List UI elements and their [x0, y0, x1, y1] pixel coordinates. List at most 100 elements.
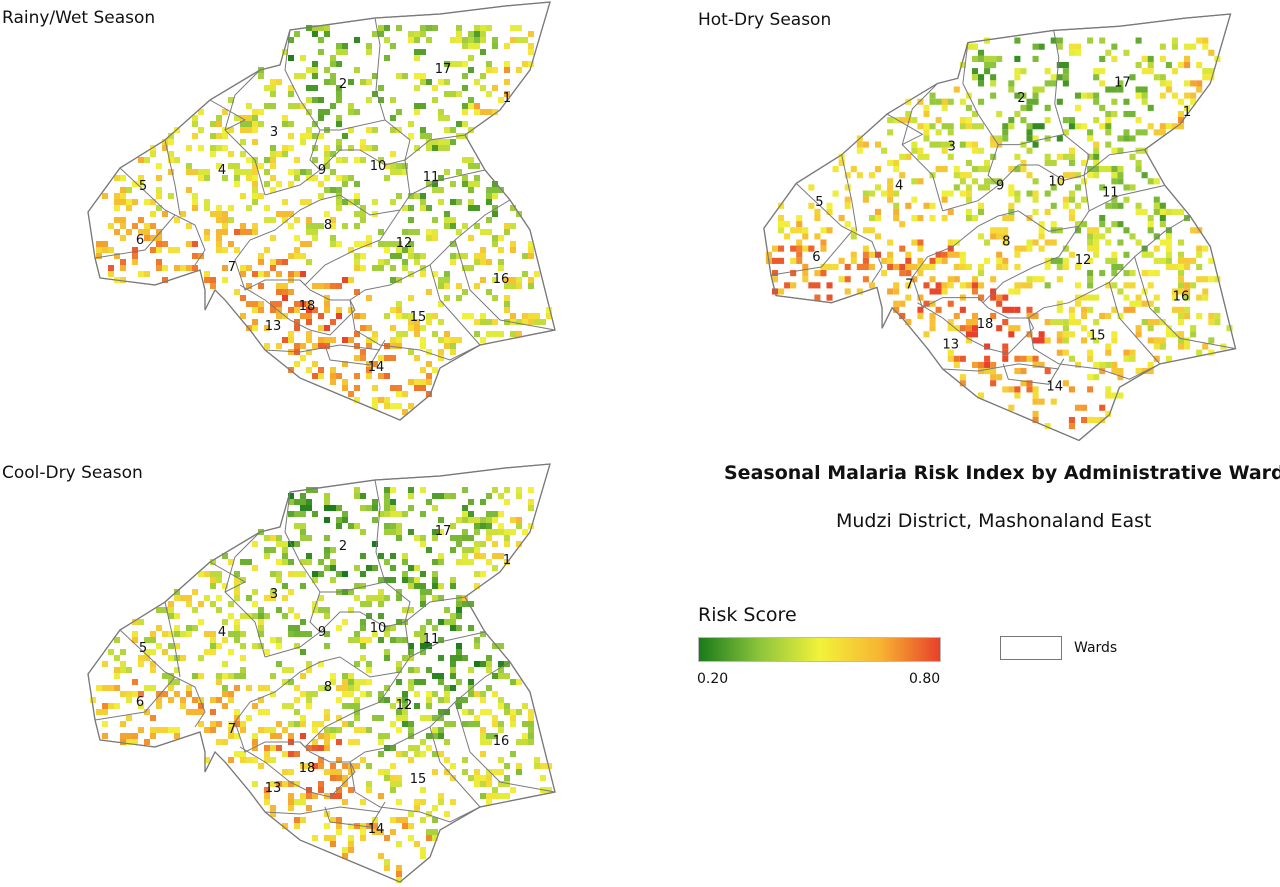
- risk-cell-ward-2: [342, 517, 348, 523]
- risk-cell-ward-11: [1099, 166, 1112, 173]
- risk-cell-ward-2: [306, 553, 312, 559]
- risk-cell-ward-15: [1105, 386, 1112, 393]
- risk-cell-ward-10: [1050, 221, 1057, 228]
- risk-cell-ward-2: [354, 109, 360, 115]
- risk-cell-ward-7: [270, 265, 276, 271]
- risk-cell-ward-2: [372, 517, 378, 523]
- risk-cell-ward-11: [474, 643, 480, 649]
- risk-cell-ward-9: [971, 178, 978, 185]
- risk-cell-ward-2: [324, 25, 330, 31]
- risk-cell-ward-16: [510, 679, 516, 685]
- risk-cell-ward-11: [498, 661, 504, 667]
- risk-cell-ward-16: [462, 709, 468, 715]
- risk-cell-ward-14: [414, 385, 420, 391]
- ward-boundary: [454, 239, 556, 331]
- risk-cell-ward-18: [276, 283, 288, 289]
- risk-cell-ward-18: [282, 295, 288, 301]
- risk-cell-ward-14: [1099, 404, 1106, 411]
- risk-cell-ward-4: [180, 631, 186, 637]
- ward-boundary: [344, 761, 356, 783]
- risk-cell-ward-1: [498, 511, 504, 517]
- risk-cell-ward-16: [1208, 276, 1215, 283]
- risk-cell-ward-9: [348, 145, 354, 151]
- risk-cell-ward-8: [1014, 263, 1021, 271]
- risk-cell-ward-17: [438, 553, 444, 559]
- risk-cell-ward-3: [252, 601, 258, 607]
- risk-cell-ward-3: [905, 110, 912, 118]
- risk-cell-ward-11: [426, 181, 432, 187]
- risk-cell-ward-12: [1111, 263, 1124, 271]
- risk-cell-ward-9: [324, 175, 330, 181]
- risk-cell-ward-2: [959, 61, 966, 69]
- risk-cell-ward-10: [360, 601, 372, 607]
- risk-cell-ward-1: [474, 571, 480, 577]
- risk-cell-ward-18: [959, 306, 966, 313]
- risk-cell-ward-14: [378, 397, 384, 403]
- risk-cell-ward-8: [318, 685, 324, 691]
- risk-cell-ward-17: [1087, 129, 1094, 136]
- risk-cell-ward-18: [300, 763, 312, 769]
- risk-cell-ward-16: [486, 799, 492, 805]
- risk-cell-ward-6: [820, 239, 827, 246]
- risk-cell-ward-16: [480, 733, 486, 739]
- risk-cell-ward-11: [456, 649, 462, 655]
- risk-cell-ward-4: [240, 169, 252, 175]
- risk-cell-ward-16: [1165, 251, 1172, 258]
- risk-cell-ward-18: [1026, 306, 1033, 313]
- risk-cell-ward-18: [288, 289, 294, 295]
- risk-cell-ward-16: [1208, 257, 1215, 264]
- risk-cell-ward-14: [408, 403, 414, 409]
- risk-cell-ward-4: [216, 595, 222, 601]
- risk-cell-ward-1: [474, 553, 480, 559]
- risk-cell-ward-3: [240, 139, 246, 145]
- risk-cell-ward-4: [216, 217, 222, 223]
- risk-cell-ward-3: [276, 607, 282, 613]
- risk-cell-ward-12: [426, 703, 432, 709]
- risk-cell-ward-10: [360, 625, 366, 631]
- risk-cell-ward-3: [990, 135, 997, 142]
- risk-cell-ward-16: [504, 223, 510, 229]
- risk-cell-ward-12: [450, 241, 456, 247]
- risk-cell-ward-10: [396, 589, 402, 595]
- risk-cell-ward-6: [186, 691, 192, 697]
- risk-cell-ward-8: [959, 263, 966, 271]
- risk-cell-ward-11: [450, 613, 456, 619]
- risk-cell-ward-14: [396, 841, 402, 847]
- risk-cell-ward-15: [438, 355, 444, 361]
- risk-cell-ward-16: [540, 775, 546, 781]
- risk-cell-ward-12: [378, 733, 390, 739]
- risk-cell-ward-6: [120, 259, 126, 265]
- risk-cell-ward-16: [1202, 288, 1209, 295]
- risk-cell-ward-2: [306, 559, 312, 565]
- risk-cell-ward-17: [1087, 92, 1094, 99]
- risk-cell-ward-4: [210, 133, 216, 139]
- risk-cell-ward-2: [336, 505, 342, 511]
- risk-cell-ward-2: [324, 31, 330, 37]
- risk-cell-ward-2: [1044, 104, 1051, 111]
- risk-cell-ward-4: [887, 159, 894, 167]
- risk-cell-ward-2: [336, 91, 342, 97]
- risk-cell-ward-12: [414, 259, 420, 265]
- risk-cell-ward-16: [1141, 300, 1148, 307]
- risk-cell-ward-11: [1093, 147, 1100, 154]
- risk-cell-ward-11: [468, 679, 474, 685]
- risk-cell-ward-7: [240, 271, 246, 277]
- risk-cell-ward-10: [390, 625, 396, 631]
- risk-cell-ward-7: [893, 306, 900, 313]
- risk-cell-ward-9: [294, 631, 300, 637]
- risk-cell-ward-4: [893, 214, 900, 222]
- risk-cell-ward-2: [390, 553, 396, 559]
- risk-cell-ward-5: [844, 196, 851, 203]
- risk-cell-ward-9: [342, 157, 348, 163]
- ward-boundary: [1023, 317, 1035, 339]
- risk-cell-ward-6: [856, 263, 869, 271]
- risk-cell-ward-6: [820, 270, 827, 277]
- risk-cell-ward-15: [396, 337, 402, 343]
- risk-cell-ward-8: [978, 233, 985, 240]
- risk-cell-ward-1: [528, 499, 534, 505]
- risk-cell-ward-3: [300, 103, 306, 109]
- risk-cell-ward-17: [492, 37, 498, 43]
- risk-cell-ward-12: [432, 733, 438, 739]
- risk-cell-ward-10: [378, 613, 384, 619]
- risk-cell-ward-18: [306, 805, 312, 811]
